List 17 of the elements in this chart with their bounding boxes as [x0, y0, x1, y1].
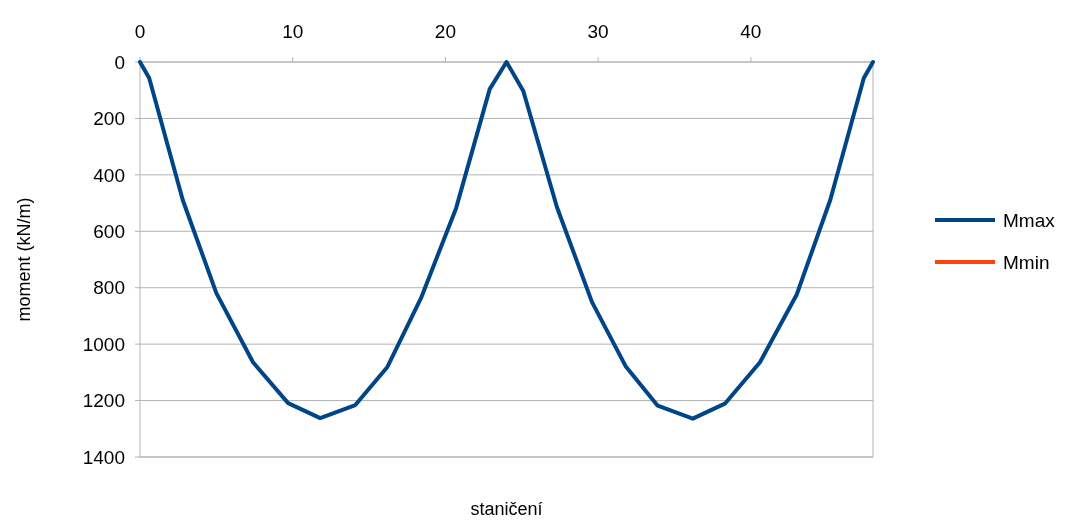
- y-axis-title: moment (kN/m): [14, 197, 34, 322]
- y-tick-label: 400: [93, 164, 125, 186]
- x-tick-label: 10: [282, 21, 304, 42]
- y-tick-label: 1400: [82, 446, 125, 468]
- x-axis-title: staničení: [470, 499, 543, 519]
- legend-label: Mmax: [1003, 209, 1056, 231]
- y-tick-label: 800: [93, 277, 125, 299]
- y-tick-label: 1200: [82, 390, 125, 412]
- x-tick-label: 20: [434, 21, 456, 42]
- y-tick-label: 600: [93, 220, 125, 242]
- legend-label: Mmin: [1003, 251, 1050, 273]
- x-tick-label: 30: [587, 21, 609, 42]
- y-tick-label: 200: [93, 108, 125, 130]
- x-tick-label: 40: [740, 21, 762, 42]
- y-tick-label: 1000: [82, 333, 125, 355]
- x-tick-label: 0: [134, 21, 146, 42]
- y-tick-label: 0: [114, 51, 125, 73]
